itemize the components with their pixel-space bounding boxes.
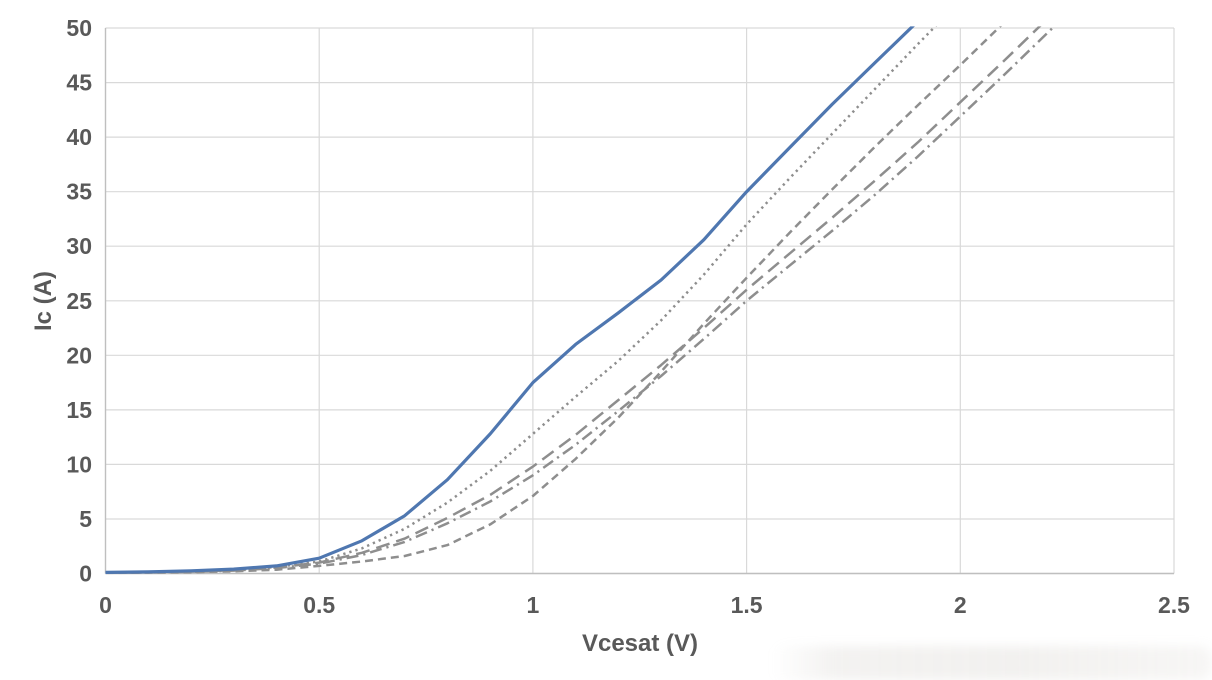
x-tick-label: 2 — [954, 592, 967, 618]
y-tick-label: 10 — [66, 451, 92, 477]
x-axis-title: Vcesat (V) — [581, 630, 699, 657]
x-tick-label: 1 — [527, 592, 540, 618]
y-tick-label: 15 — [66, 397, 92, 423]
y-tick-labels: 0 5 10 15 20 25 30 35 40 45 50 — [66, 15, 92, 587]
series-lines — [105, 26, 1056, 575]
curve-long-dash-gray — [105, 26, 1042, 574]
curve-dash-dot-gray — [105, 26, 1056, 574]
x-tick-label: 0.5 — [303, 592, 335, 618]
y-tick-label: 45 — [66, 70, 92, 96]
gridlines — [105, 27, 1175, 575]
y-tick-label: 0 — [79, 561, 92, 587]
y-tick-label: 30 — [66, 233, 92, 259]
x-tick-labels: 0 0.5 1 1.5 2 2.5 — [99, 592, 1190, 618]
x-tick-label: 1.5 — [731, 592, 763, 618]
y-tick-label: 20 — [66, 342, 92, 368]
y-tick-label: 35 — [66, 179, 92, 205]
y-tick-label: 50 — [66, 15, 92, 41]
y-axis-title: Ic (A) — [30, 271, 57, 331]
y-tick-label: 25 — [66, 288, 92, 314]
curve-medium-dash-gray — [105, 26, 1002, 575]
curve-solid-blue — [105, 26, 915, 574]
curve-dotted-gray — [105, 26, 937, 574]
x-tick-label: 2.5 — [1158, 592, 1190, 618]
y-tick-label: 40 — [66, 124, 92, 150]
y-tick-label: 5 — [79, 506, 92, 532]
x-tick-label: 0 — [99, 592, 112, 618]
